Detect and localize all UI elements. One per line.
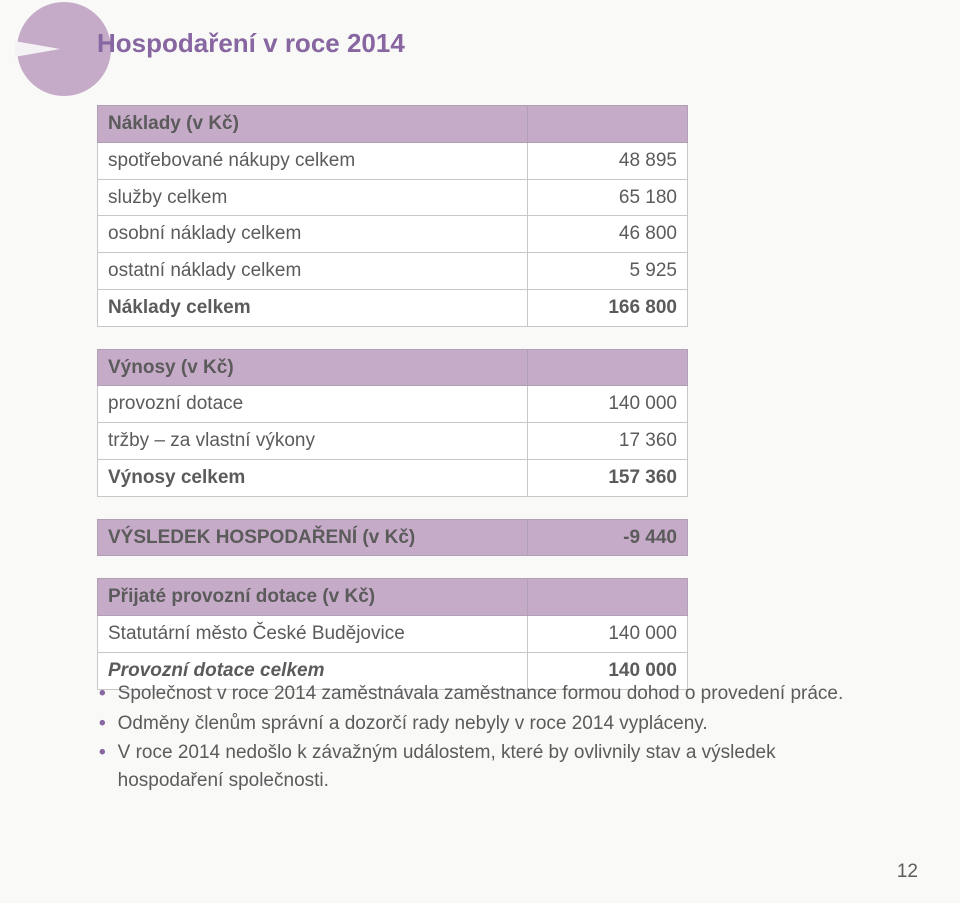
list-item: • Odměny členům správní a dozorčí rady n… [97,710,857,738]
table-row-value: 140 000 [528,386,688,423]
table-vysledek: VÝSLEDEK HOSPODAŘENÍ (v Kč) -9 440 [97,519,688,557]
table-dotace: Přijaté provozní dotace (v Kč) Statutárn… [97,578,688,689]
table-total-label: Náklady celkem [98,289,528,326]
bullet-dot-icon: • [99,739,106,767]
table-total-value: 157 360 [528,459,688,496]
table-row-value: 5 925 [528,253,688,290]
list-item-text: Společnost v roce 2014 zaměstnávala zamě… [118,680,844,708]
table-row-label: Statutární město České Budějovice [98,616,528,653]
tables-container: Náklady (v Kč) spotřebované nákupy celke… [97,105,757,712]
table-total-label: Výnosy celkem [98,459,528,496]
table-dotace-header-blank [528,579,688,616]
table-row-label: osobní náklady celkem [98,216,528,253]
table-vynosy: Výnosy (v Kč) provozní dotace 140 000 tr… [97,349,688,497]
table-dotace-header: Přijaté provozní dotace (v Kč) [98,579,528,616]
table-row-value: 46 800 [528,216,688,253]
bullet-dot-icon: • [99,680,106,708]
table-naklady-header: Náklady (v Kč) [98,106,528,143]
table-row-label: služby celkem [98,179,528,216]
bullet-list: • Společnost v roce 2014 zaměstnávala za… [97,680,857,796]
table-row-label: spotřebované nákupy celkem [98,142,528,179]
list-item-text: V roce 2014 nedošlo k závažným událostem… [118,739,857,794]
list-item-text: Odměny členům správní a dozorčí rady neb… [118,710,708,738]
bullet-dot-icon: • [99,710,106,738]
table-naklady-header-blank [528,106,688,143]
table-row-label: tržby – za vlastní výkony [98,423,528,460]
table-row-value: 17 360 [528,423,688,460]
table-row-label: ostatní náklady celkem [98,253,528,290]
table-row-value: 140 000 [528,616,688,653]
table-vynosy-header: Výnosy (v Kč) [98,349,528,386]
table-naklady: Náklady (v Kč) spotřebované nákupy celke… [97,105,688,327]
table-row-value: 48 895 [528,142,688,179]
page-title: Hospodaření v roce 2014 [97,28,405,59]
table-vysledek-header: VÝSLEDEK HOSPODAŘENÍ (v Kč) [98,519,528,556]
page: Hospodaření v roce 2014 Náklady (v Kč) s… [0,0,960,903]
table-total-value: 166 800 [528,289,688,326]
page-number: 12 [897,861,918,883]
table-vysledek-value: -9 440 [528,519,688,556]
table-row-value: 65 180 [528,179,688,216]
table-row-label: provozní dotace [98,386,528,423]
list-item: • Společnost v roce 2014 zaměstnávala za… [97,680,857,708]
table-vynosy-header-blank [528,349,688,386]
list-item: • V roce 2014 nedošlo k závažným událost… [97,739,857,794]
